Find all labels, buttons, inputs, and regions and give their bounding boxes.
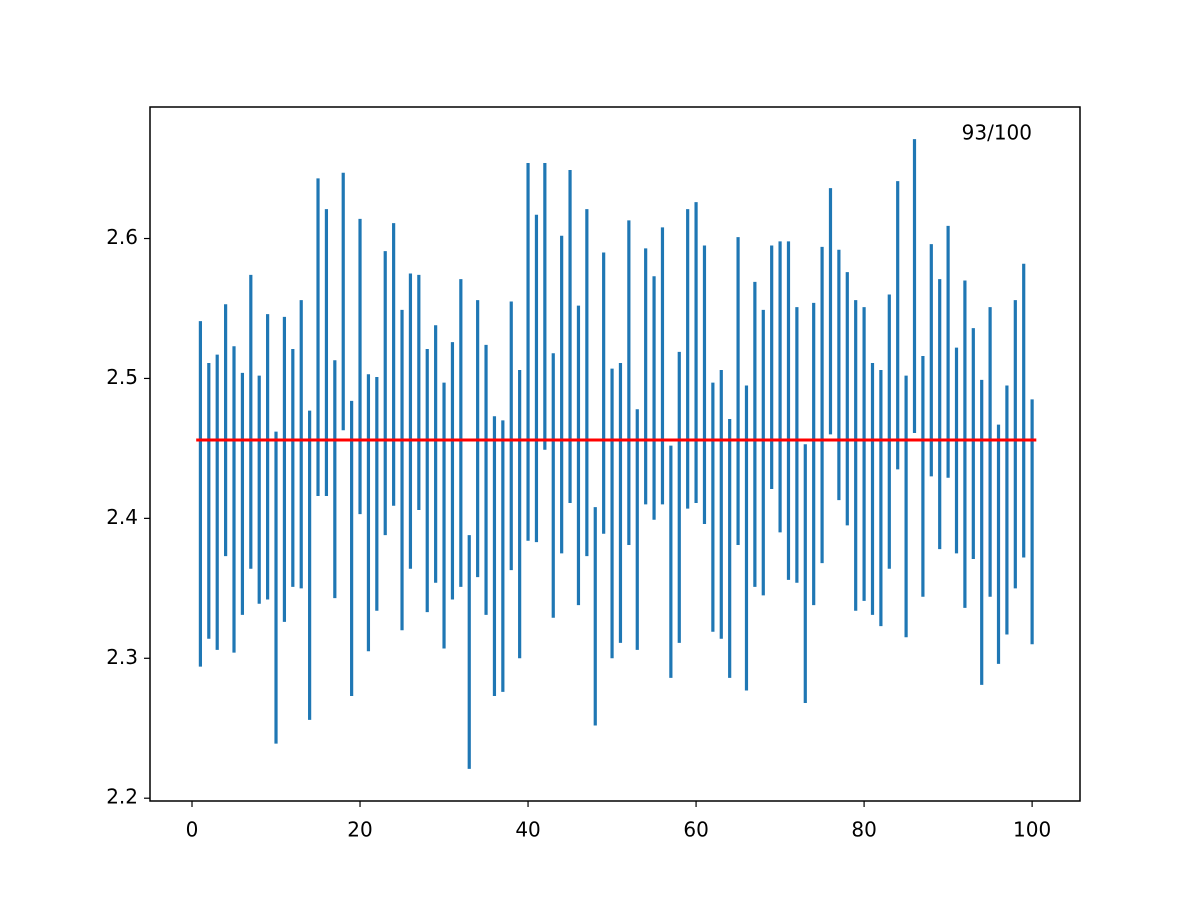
y-tick-label: 2.4 — [106, 505, 138, 529]
x-tick-label: 20 — [347, 818, 372, 842]
x-tick-label: 0 — [186, 818, 199, 842]
annotation: 93/100 — [962, 121, 1032, 145]
x-tick-label: 40 — [515, 818, 540, 842]
y-tick-label: 2.6 — [106, 225, 138, 249]
x-tick-label: 100 — [1013, 818, 1051, 842]
x-tick-label: 60 — [683, 818, 708, 842]
y-tick-label: 2.5 — [106, 365, 138, 389]
plot-frame — [149, 106, 1081, 802]
x-tick-label: 80 — [851, 818, 876, 842]
y-tick-label: 2.3 — [106, 645, 138, 669]
y-tick-label: 2.2 — [106, 785, 138, 809]
